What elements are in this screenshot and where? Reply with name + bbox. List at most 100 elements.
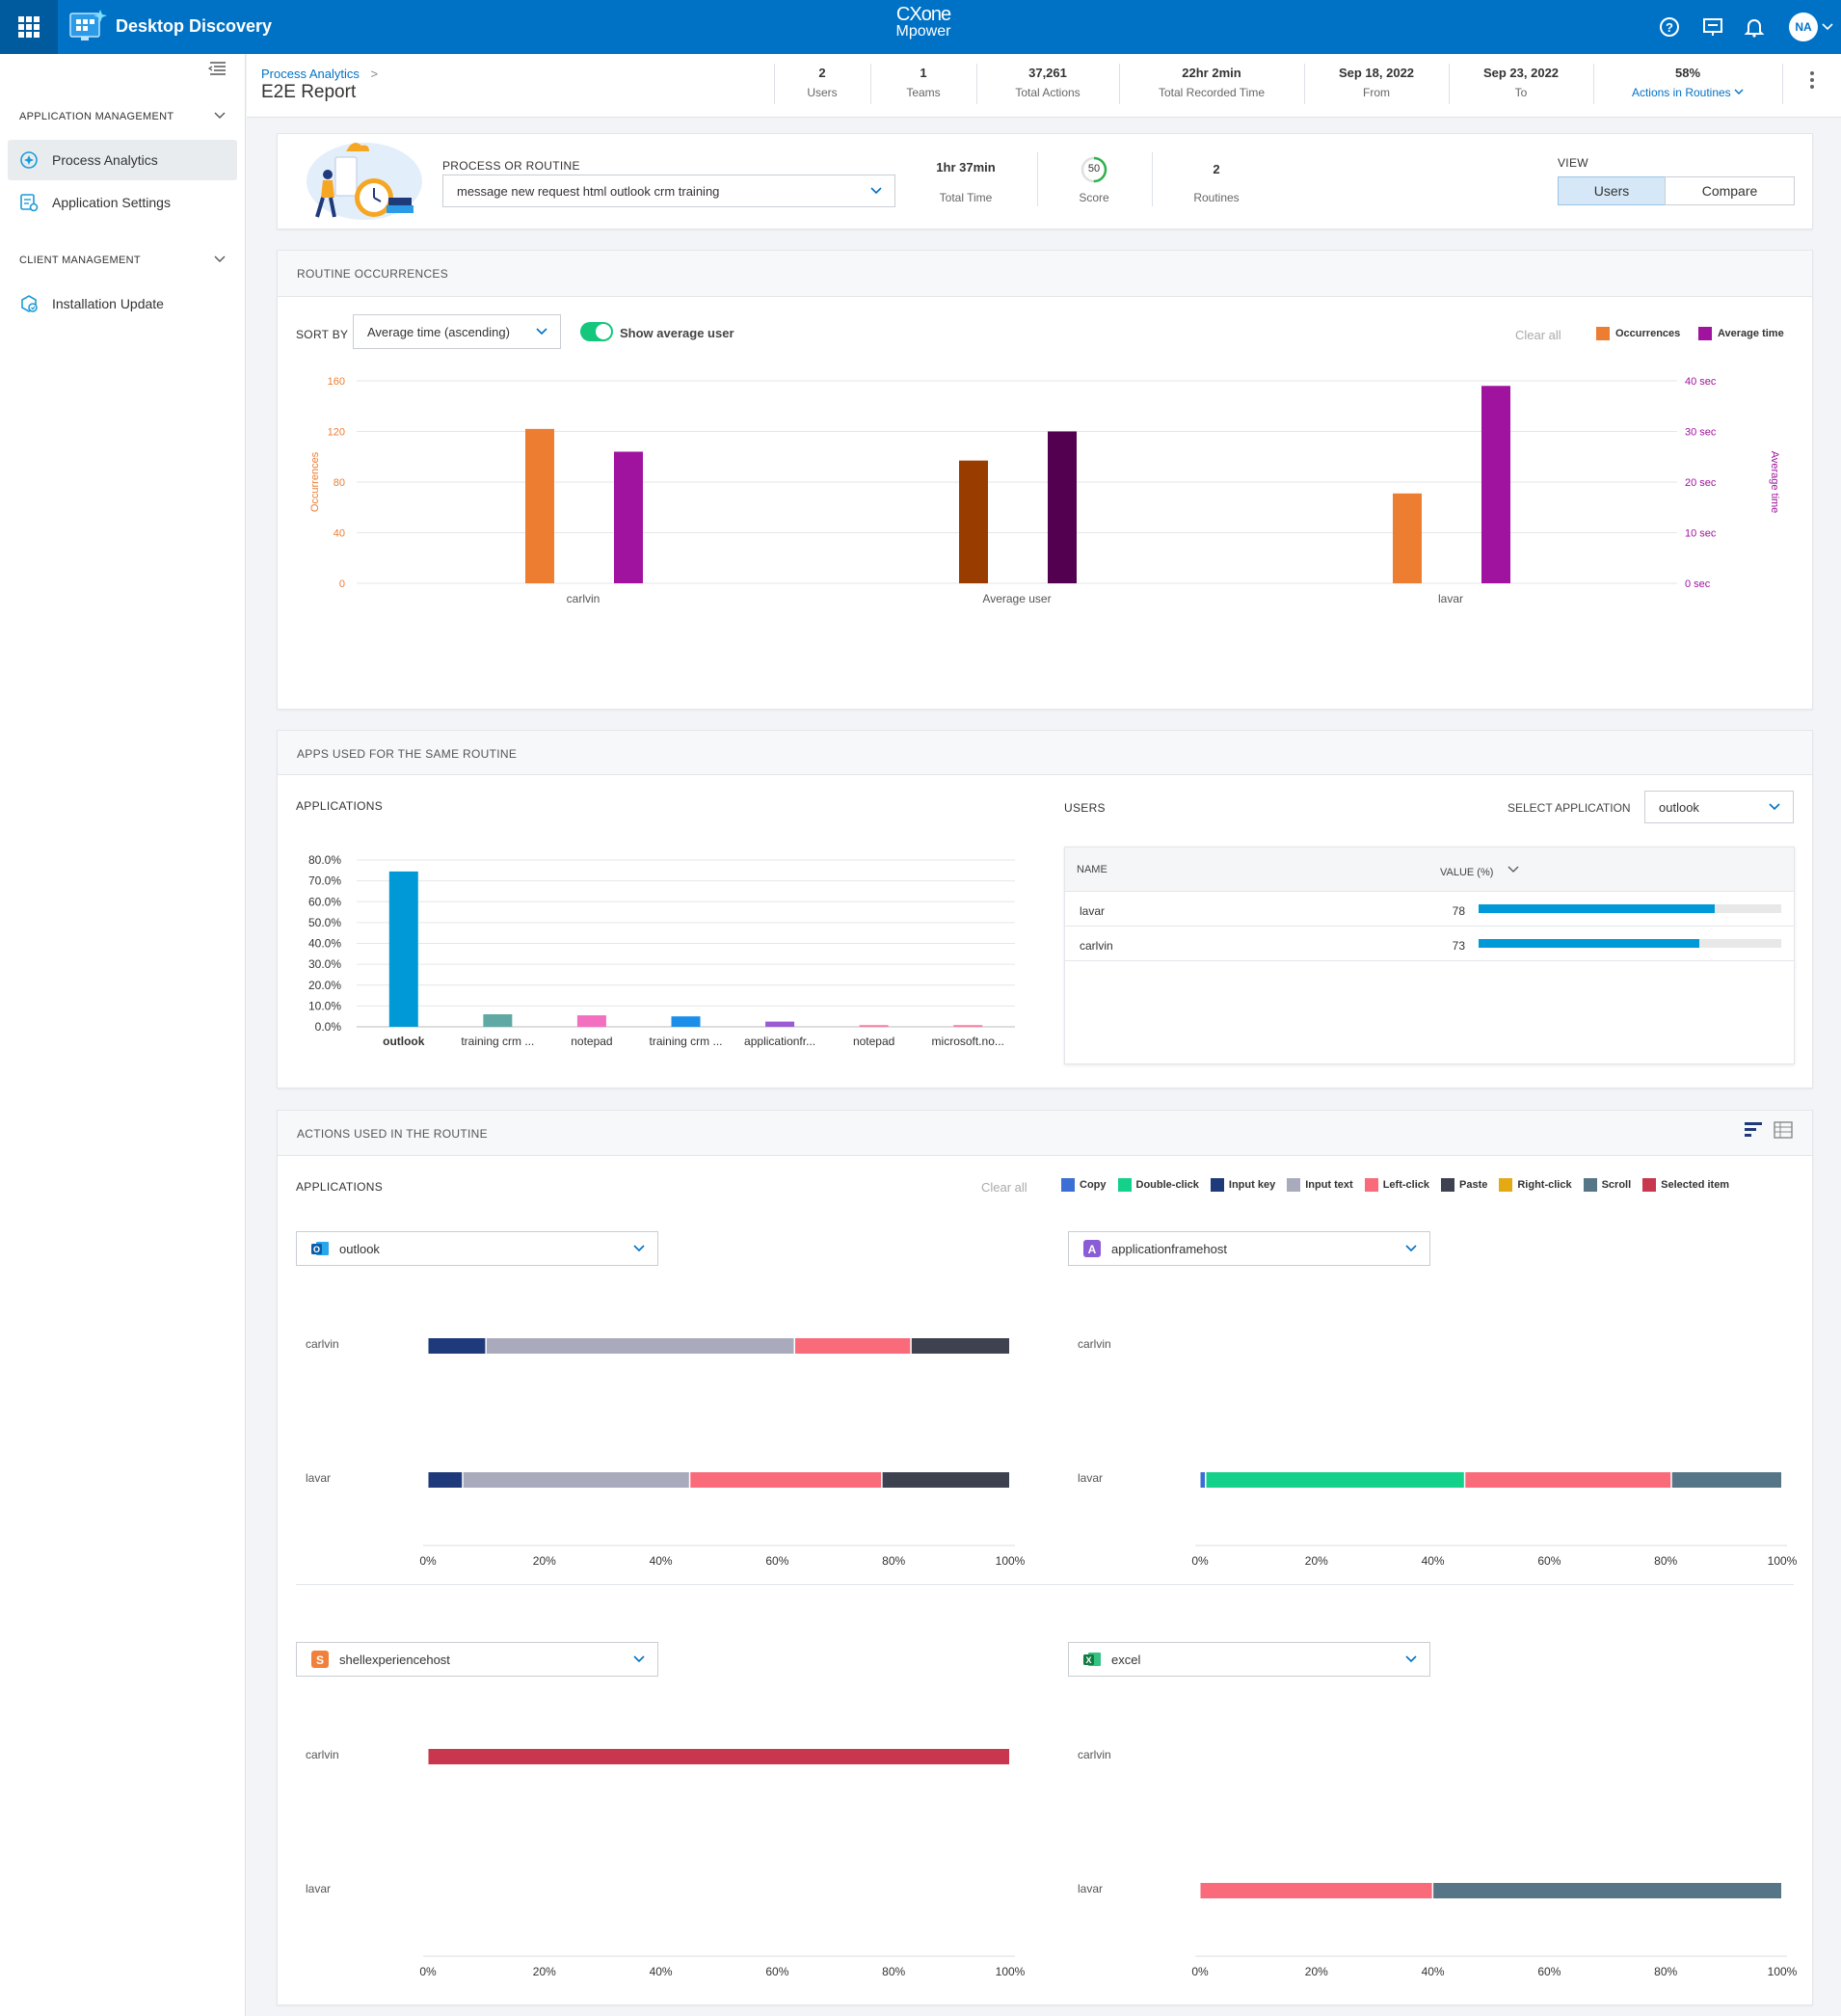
- app-select-outlook[interactable]: O outlook: [296, 1231, 658, 1266]
- y-axis-tick-label: 50.0%: [308, 916, 341, 929]
- legend-average-time[interactable]: Average time: [1698, 327, 1784, 340]
- actions-in-routines-dropdown[interactable]: Actions in Routines: [1593, 86, 1782, 99]
- notifications-bell-icon[interactable]: [1743, 15, 1766, 39]
- y2-axis-tick-label: 0 sec: [1685, 578, 1711, 590]
- x-axis-tick-label: lavar: [1438, 592, 1463, 605]
- x-axis-tick-label: 20%: [1305, 1965, 1328, 1978]
- x-axis-tick-label: 60%: [765, 1554, 788, 1568]
- section-chevron-down-icon[interactable]: [213, 253, 227, 269]
- stat-value: Sep 23, 2022: [1482, 66, 1560, 80]
- avatar[interactable]: NA: [1789, 13, 1818, 41]
- legend-item-double-click[interactable]: Double-click: [1117, 1178, 1199, 1192]
- x-axis-tick-label: training crm ...: [649, 1035, 722, 1048]
- process-analytics-icon: [20, 151, 38, 169]
- sidebar-item-application-settings[interactable]: Application Settings: [8, 182, 237, 223]
- stat-label: From: [1363, 86, 1390, 99]
- stat-label: Teams: [906, 86, 941, 99]
- table-row[interactable]: lavar 78: [1064, 892, 1795, 927]
- stat-actions-in-routines[interactable]: 58% Actions in Routines: [1593, 66, 1782, 104]
- process-routine-select[interactable]: message new request html outlook crm tra…: [442, 175, 895, 207]
- average-time-bar: [614, 451, 643, 583]
- legend-item-copy[interactable]: Copy: [1061, 1178, 1107, 1192]
- action-segment: [690, 1472, 882, 1488]
- outlook-icon: O: [311, 1242, 329, 1255]
- legend-label: Right-click: [1517, 1179, 1572, 1191]
- legend-item-paste[interactable]: Paste: [1441, 1178, 1487, 1192]
- sort-by-value: Average time (ascending): [367, 324, 510, 339]
- view-compare-button[interactable]: Compare: [1665, 176, 1795, 205]
- legend-item-input-key[interactable]: Input key: [1210, 1178, 1275, 1192]
- chevron-down-icon: [536, 328, 547, 336]
- column-header-name[interactable]: NAME: [1077, 864, 1107, 875]
- legend-occurrences[interactable]: Occurrences: [1596, 327, 1680, 340]
- value-bar-track: [1479, 939, 1781, 948]
- score-gauge: 50: [1081, 156, 1107, 186]
- occurrences-bar: [1393, 493, 1422, 583]
- sort-chevron-down-icon[interactable]: [1507, 864, 1519, 875]
- view-label: VIEW: [1558, 156, 1588, 170]
- x-axis-tick-label: 0%: [1191, 1554, 1209, 1568]
- help-icon[interactable]: ?: [1658, 15, 1681, 39]
- y2-axis-tick-label: 20 sec: [1685, 477, 1717, 489]
- y-axis-tick-label: 60.0%: [308, 895, 341, 908]
- app-usage-bar: [671, 1016, 701, 1027]
- top-bar: [0, 0, 1841, 54]
- breadcrumb-link[interactable]: Process Analytics: [261, 67, 360, 81]
- legend-item-input-text[interactable]: Input text: [1287, 1178, 1353, 1192]
- section-chevron-down-icon[interactable]: [213, 109, 227, 125]
- presentation-icon[interactable]: [1701, 15, 1724, 39]
- bar-chart-view-icon[interactable]: [1744, 1121, 1763, 1142]
- stat-value: 2: [818, 66, 826, 80]
- x-axis-tick-label: 20%: [533, 1965, 556, 1978]
- app-launcher-icon[interactable]: [0, 0, 58, 54]
- column-header-value[interactable]: VALUE (%): [1440, 864, 1519, 878]
- select-application-dropdown[interactable]: outlook: [1644, 791, 1794, 823]
- stat-teams: 1 Teams: [870, 66, 976, 104]
- y-axis-title: Occurrences: [309, 451, 321, 512]
- x-axis-tick-label: Average user: [982, 592, 1051, 605]
- view-users-button[interactable]: Users: [1558, 176, 1666, 205]
- legend-label: Occurrences: [1615, 328, 1681, 339]
- user-menu-chevron-down-icon[interactable]: [1822, 20, 1833, 35]
- app-usage-bar: [765, 1021, 795, 1027]
- row-label: carlvin: [306, 1337, 339, 1351]
- app-select-shellexperiencehost[interactable]: S shellexperiencehost: [296, 1642, 658, 1677]
- legend-swatch: [1583, 1178, 1597, 1192]
- legend-item-scroll[interactable]: Scroll: [1583, 1178, 1631, 1192]
- y-axis-tick-label: 40: [334, 528, 345, 540]
- svg-text:?: ?: [1666, 20, 1673, 35]
- x-axis-tick-label: 40%: [1422, 1554, 1445, 1568]
- clear-all-button[interactable]: Clear all: [1515, 328, 1561, 342]
- x-axis-tick-label: 40%: [650, 1965, 673, 1978]
- application-settings-icon: [20, 194, 39, 212]
- table-view-icon[interactable]: [1774, 1121, 1793, 1142]
- breadcrumb[interactable]: Process Analytics >: [261, 67, 378, 81]
- more-options-icon[interactable]: [1808, 69, 1816, 94]
- legend-item-right-click[interactable]: Right-click: [1499, 1178, 1572, 1192]
- stat-value: 1: [920, 66, 927, 80]
- stat-value: 37,261: [1028, 66, 1067, 80]
- app-name: Desktop Discovery: [116, 16, 273, 36]
- legend-item-selected-item[interactable]: Selected item: [1642, 1178, 1729, 1192]
- x-axis-tick-label: 20%: [533, 1554, 556, 1568]
- action-segment: [882, 1472, 1009, 1488]
- table-row[interactable]: carlvin 73: [1064, 927, 1795, 961]
- app-select-excel[interactable]: X excel: [1068, 1642, 1430, 1677]
- routines-count: 2: [1213, 162, 1220, 176]
- show-average-user-toggle[interactable]: [579, 321, 614, 345]
- sidebar-item-installation-update[interactable]: Installation Update: [8, 283, 237, 324]
- process-illustration: [292, 138, 427, 228]
- stat-total-recorded-time: 22hr 2min Total Recorded Time: [1119, 66, 1304, 104]
- clear-all-button[interactable]: Clear all: [981, 1180, 1027, 1195]
- action-segment: [911, 1338, 1009, 1354]
- report-header: [247, 54, 1841, 118]
- legend-item-left-click[interactable]: Left-click: [1364, 1178, 1429, 1192]
- collapse-sidebar-icon[interactable]: [207, 60, 227, 80]
- app-s-icon: S: [311, 1651, 329, 1668]
- stat-label: Actions in Routines: [1631, 86, 1731, 99]
- legend-label: Paste: [1459, 1179, 1488, 1191]
- app-select-applicationframehost[interactable]: A applicationframehost: [1068, 1231, 1430, 1266]
- sidebar-item-process-analytics[interactable]: Process Analytics: [8, 140, 237, 180]
- legend-label: Copy: [1080, 1179, 1107, 1191]
- sort-by-select[interactable]: Average time (ascending): [353, 314, 561, 349]
